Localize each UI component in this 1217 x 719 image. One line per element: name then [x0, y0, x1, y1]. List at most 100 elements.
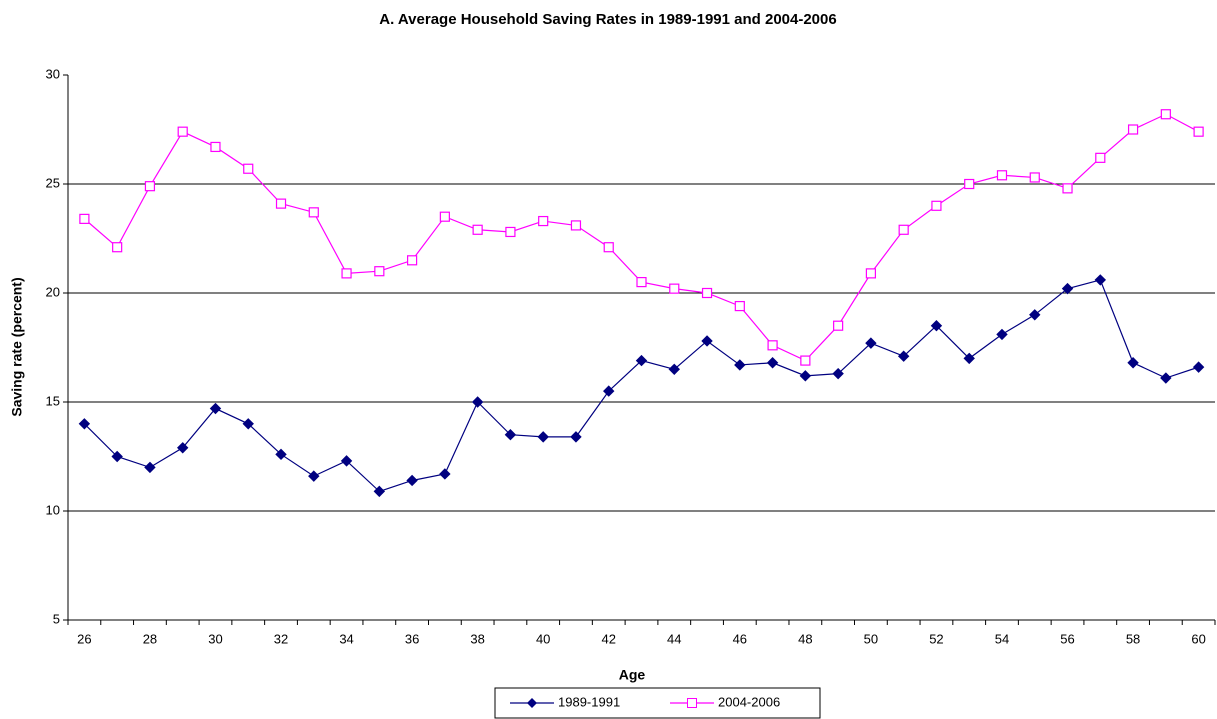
legend-marker [527, 698, 537, 708]
point [833, 320, 844, 331]
point [176, 442, 189, 454]
point [865, 337, 877, 349]
point [930, 319, 943, 332]
point [1127, 124, 1139, 135]
point [996, 170, 1008, 181]
x-tick-label: 28 [143, 631, 157, 646]
x-tick-label: 34 [339, 631, 353, 646]
point [1095, 152, 1106, 163]
y-tick-label: 20 [46, 284, 60, 299]
x-tick-label: 50 [864, 631, 878, 646]
y-tick-label: 30 [46, 66, 60, 81]
point [1029, 309, 1041, 321]
point [701, 335, 713, 347]
point [341, 268, 352, 279]
x-tick-label: 60 [1191, 631, 1205, 646]
point [79, 213, 90, 224]
point [505, 226, 516, 238]
point [668, 363, 680, 376]
point [963, 352, 975, 365]
point [570, 220, 582, 231]
point [603, 385, 615, 397]
point [898, 224, 909, 235]
point [78, 418, 91, 430]
x-tick-label: 38 [470, 631, 484, 646]
point [669, 283, 680, 294]
point [472, 224, 483, 235]
point [897, 350, 910, 362]
point [603, 242, 614, 253]
chart-title: A. Average Household Saving Rates in 198… [379, 11, 836, 28]
point [766, 357, 779, 369]
point [964, 178, 975, 190]
point [570, 431, 582, 443]
legend-label: 1989-1991 [558, 694, 620, 709]
point [177, 126, 188, 137]
point [242, 418, 254, 430]
point [832, 367, 844, 380]
point [1029, 172, 1040, 183]
point [635, 354, 648, 367]
point [996, 328, 1008, 341]
point [373, 485, 386, 498]
point [799, 370, 812, 382]
legend-label: 2004-2006 [718, 694, 780, 709]
point [308, 207, 319, 218]
x-axis-label: Age [619, 667, 646, 683]
point [701, 287, 713, 299]
point [144, 461, 156, 474]
point [1062, 183, 1073, 194]
point [374, 266, 385, 277]
x-tick-label: 30 [208, 631, 222, 646]
x-tick-label: 44 [667, 631, 681, 646]
point [112, 242, 123, 253]
point [537, 431, 549, 443]
point [471, 396, 484, 408]
point [407, 255, 418, 266]
y-axis-label: Saving rate (percent) [9, 277, 25, 416]
x-tick-label: 52 [929, 631, 943, 646]
point [504, 428, 517, 441]
point [800, 355, 811, 366]
y-tick-label: 10 [46, 502, 60, 517]
point [734, 300, 745, 312]
y-tick-label: 15 [46, 393, 60, 408]
x-tick-label: 32 [274, 631, 288, 646]
point [865, 268, 877, 279]
point [209, 402, 222, 415]
legend-marker [687, 698, 697, 708]
point [210, 141, 221, 153]
x-tick-label: 48 [798, 631, 812, 646]
point [1160, 372, 1172, 384]
point [275, 448, 287, 461]
x-tick-label: 40 [536, 631, 550, 646]
point [144, 181, 156, 192]
point [931, 200, 942, 211]
point [1192, 361, 1205, 373]
x-tick-label: 56 [1060, 631, 1074, 646]
x-tick-label: 46 [733, 631, 747, 646]
point [243, 163, 254, 174]
point [1127, 357, 1139, 369]
point [439, 468, 451, 480]
series-line [83, 279, 1199, 493]
x-tick-label: 36 [405, 631, 419, 646]
x-tick-label: 58 [1126, 631, 1140, 646]
x-tick-label: 26 [77, 631, 91, 646]
point [439, 211, 450, 222]
point [340, 455, 353, 467]
point [406, 474, 418, 487]
point [734, 359, 746, 371]
point [1193, 126, 1204, 137]
point [308, 470, 320, 482]
point [111, 450, 123, 463]
series-line [83, 113, 1199, 362]
point [1061, 282, 1074, 295]
point [767, 340, 778, 351]
point [1094, 274, 1107, 286]
y-tick-label: 25 [46, 175, 60, 190]
point [275, 198, 287, 209]
x-tick-label: 54 [995, 631, 1009, 646]
point [538, 215, 549, 227]
